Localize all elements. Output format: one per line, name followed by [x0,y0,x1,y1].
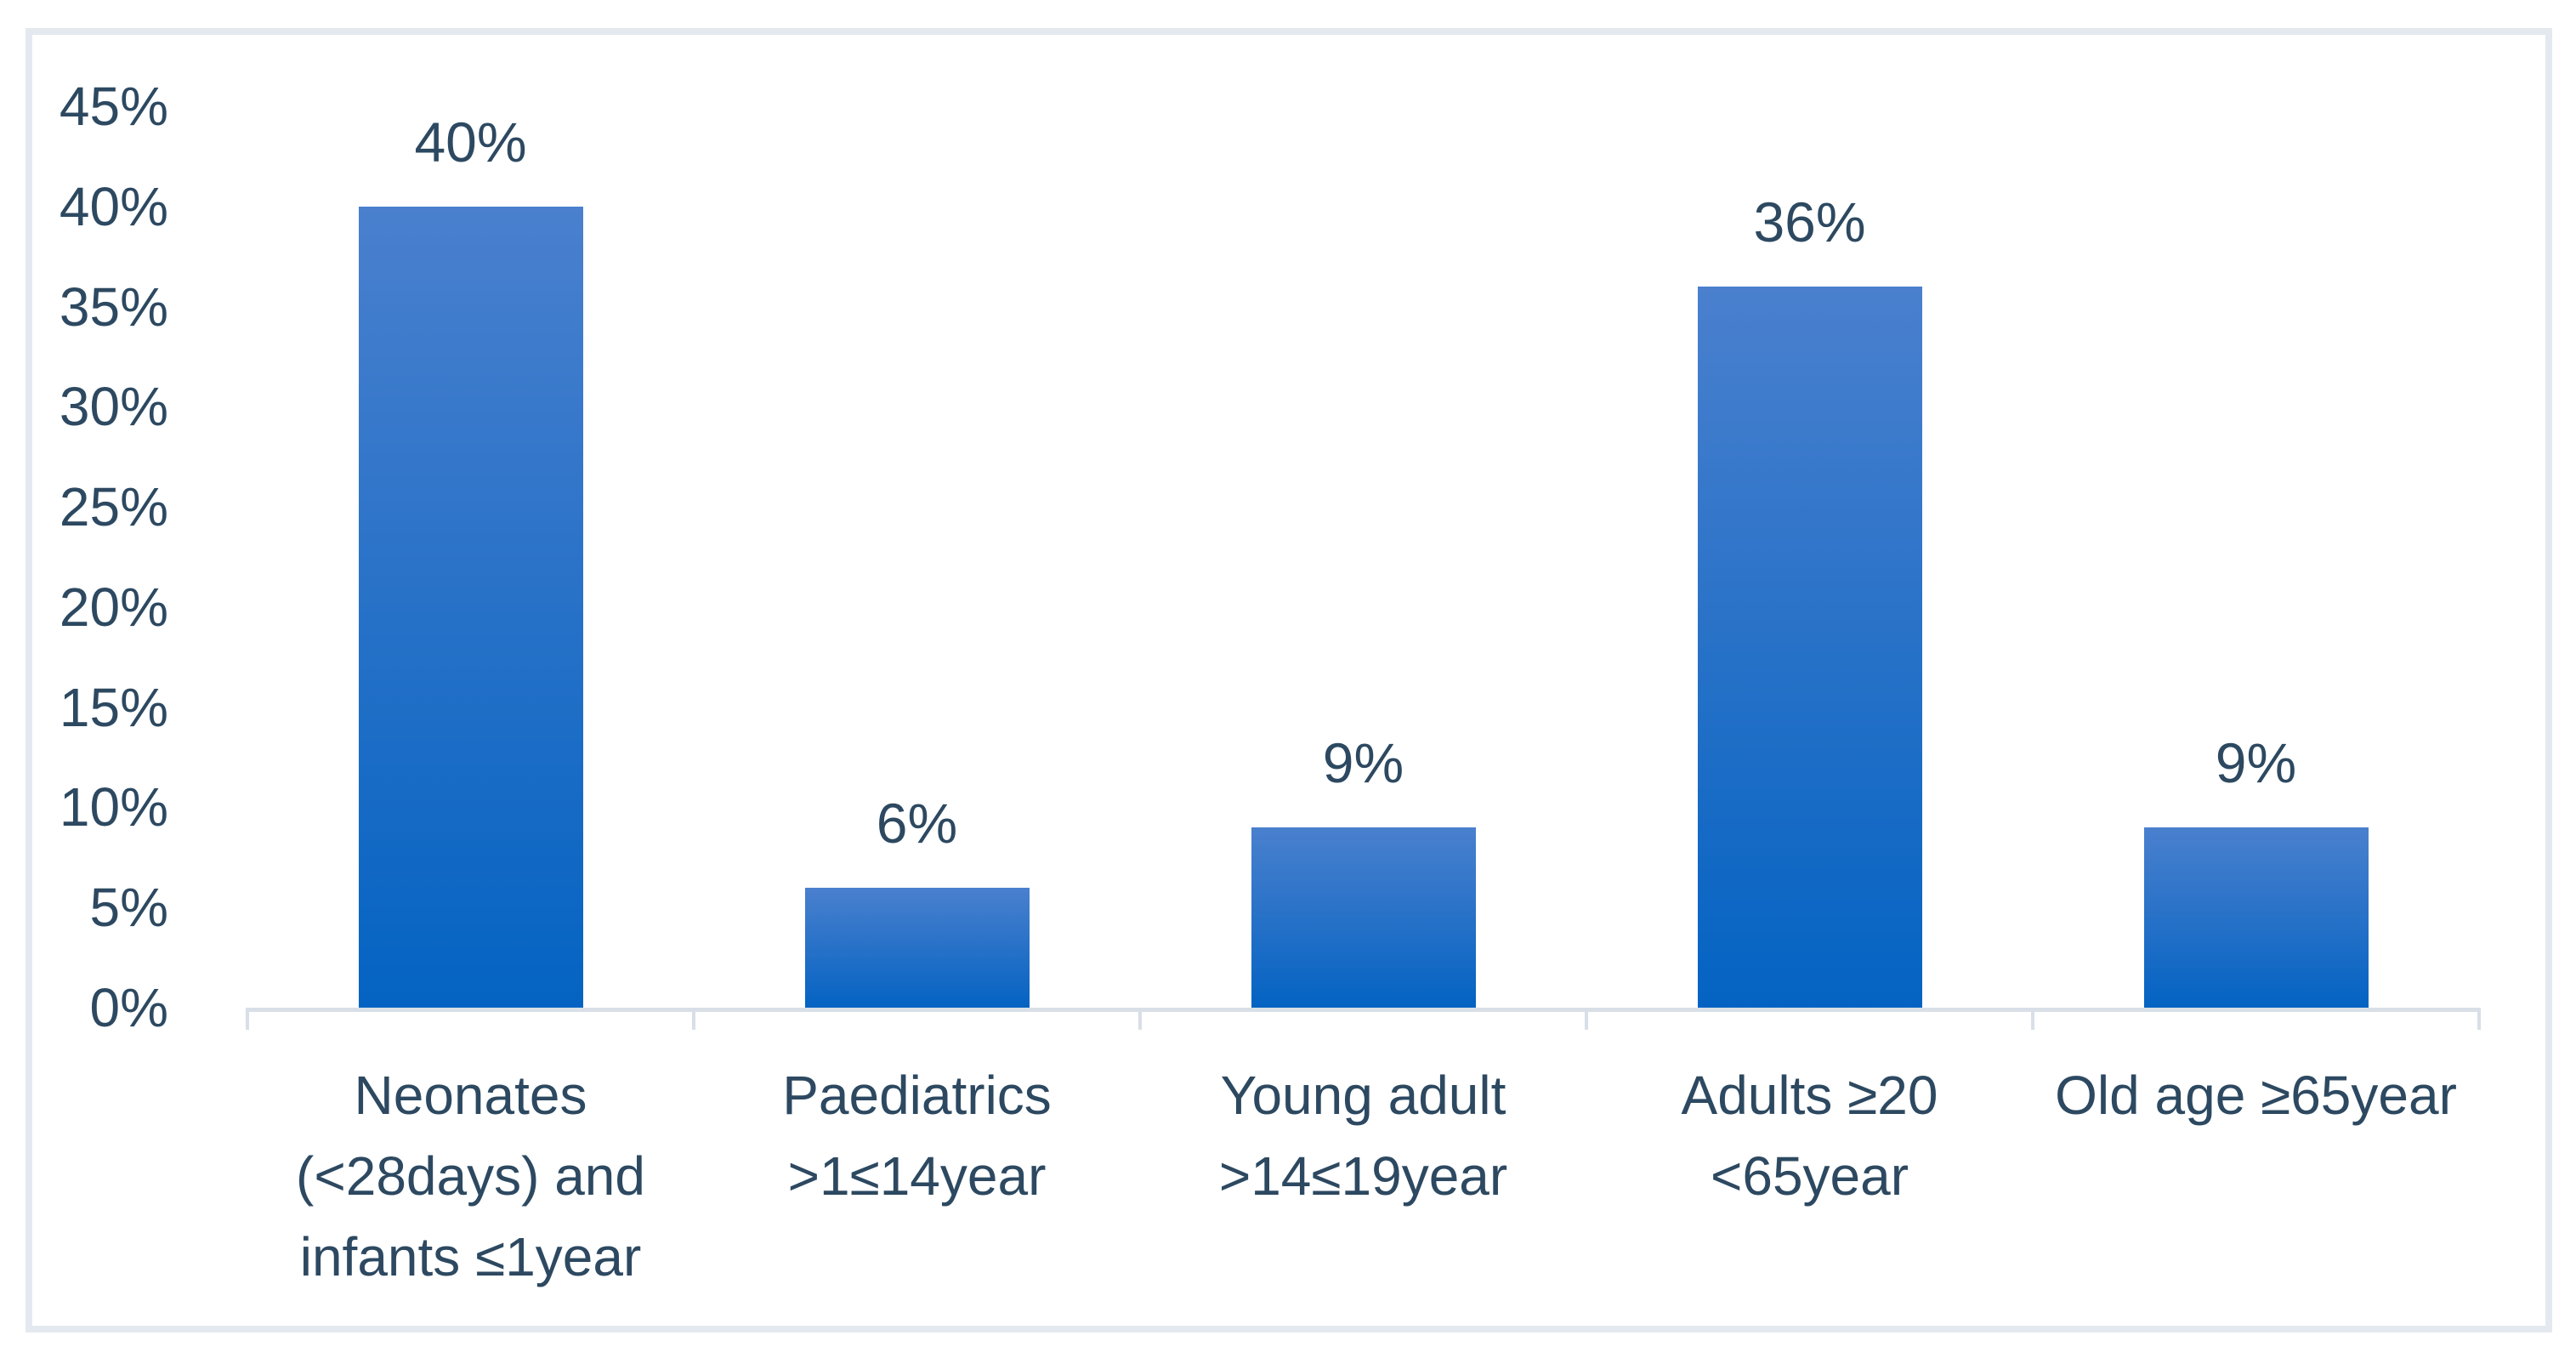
bar-value-label: 9% [1322,731,1404,794]
category-label: Young adult >14≤19year [1218,1065,1508,1207]
y-axis-label: 45% [59,75,168,137]
bar-value-label: 6% [876,792,958,855]
x-axis-tick [692,1008,695,1030]
x-axis-tick [246,1008,249,1030]
bar-value-label: 9% [2215,731,2297,794]
y-axis-label: 15% [59,676,168,738]
category-label: Adults ≥20 <65year [1681,1065,1938,1207]
y-axis-label: 30% [59,376,168,438]
chart-frame: 45% 40% 35% 30% 25% 20% 15% 10% 5% 0% 40% Neonates … [26,28,2552,1332]
y-axis-label: 35% [59,276,168,338]
bar-value-label: 40% [414,111,527,173]
bar-value-label: 36% [1753,190,1866,253]
bar [804,888,1030,1008]
y-axis-label: 5% [89,877,169,939]
bar [1251,827,1476,1008]
category-label: Old age ≥65year [2055,1065,2457,1126]
category-label: Neonates (<28days) and infants ≤1year [296,1065,645,1287]
bar [2143,827,2369,1008]
bar [1697,287,1922,1008]
x-axis-line [247,1008,2479,1012]
category-label: Paediatrics >1≤14year [782,1065,1052,1207]
y-axis-label: 20% [59,576,168,638]
bar-chart-plot-area: 45% 40% 35% 30% 25% 20% 15% 10% 5% 0% 40% Neonates … [32,35,2545,1326]
x-axis-tick [1585,1008,1588,1030]
x-axis-tick [2477,1008,2481,1030]
y-axis-label: 0% [89,977,169,1038]
y-axis-label: 40% [59,175,168,237]
x-axis-tick [2031,1008,2034,1030]
bar [358,207,583,1008]
y-axis-label: 10% [59,776,168,838]
x-axis-tick [1138,1008,1142,1030]
y-axis-label: 25% [59,476,168,538]
